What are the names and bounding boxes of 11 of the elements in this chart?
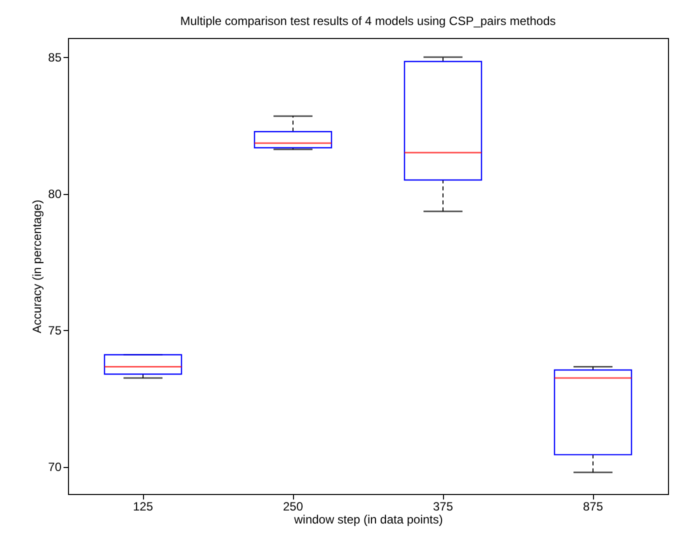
x-tick-label: 125 bbox=[132, 500, 154, 514]
y-tick-label: 70 bbox=[48, 460, 62, 474]
x-tick-label: 875 bbox=[582, 500, 604, 514]
x-tick-label: 250 bbox=[282, 500, 304, 514]
y-tick-label: 85 bbox=[48, 50, 62, 65]
x-tick-label: 375 bbox=[432, 500, 454, 514]
x-axis-title: window step (in data points) bbox=[293, 512, 443, 526]
y-tick-label: 75 bbox=[48, 324, 62, 338]
y-tick-label: 80 bbox=[48, 187, 62, 202]
chart-title: Multiple comparison test results of 4 models using CSP_pairs methods bbox=[180, 14, 556, 28]
y-axis-title: Accuracy (in percentage) bbox=[30, 200, 44, 334]
